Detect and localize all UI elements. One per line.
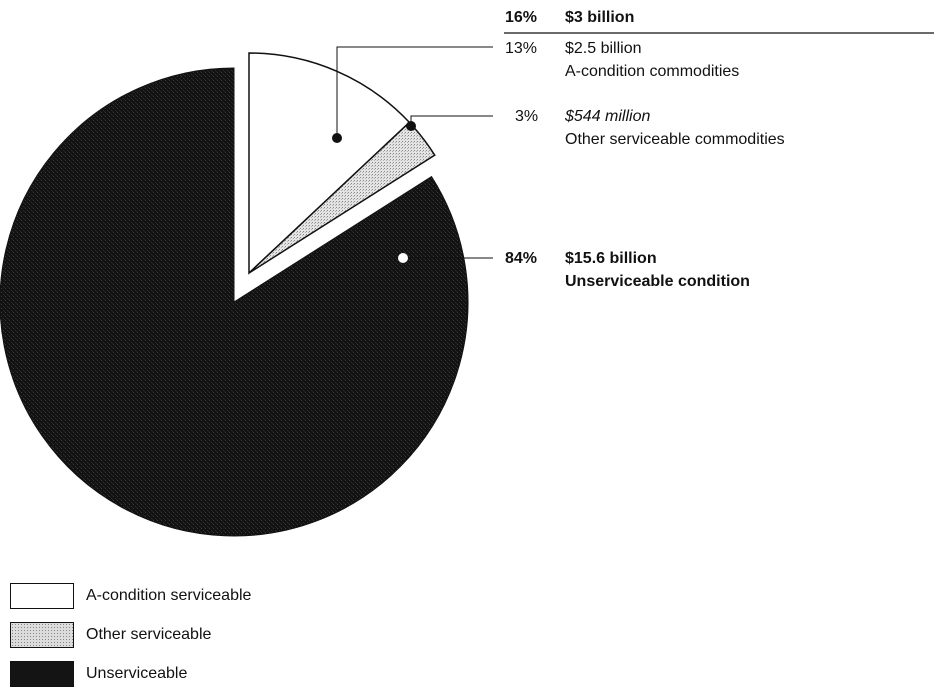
unserviceable-value-label: $15.6 billion — [565, 250, 657, 267]
unserviceable-detail-label: Unserviceable condition — [565, 273, 750, 290]
leader-dot-unserviceable — [398, 253, 408, 263]
legend-label-a-condition: A-condition serviceable — [86, 587, 252, 604]
serviceable-total-value: $3 billion — [565, 9, 634, 26]
legend-item-a-condition: A-condition serviceable — [10, 581, 251, 611]
other-percent-label: 3% — [515, 108, 538, 125]
legend-swatch-other-serviceable — [10, 622, 74, 648]
legend-item-other-serviceable: Other serviceable — [10, 620, 251, 650]
legend-label-other-serviceable: Other serviceable — [86, 626, 212, 643]
leader-line-a-condition — [336, 46, 493, 138]
other-value-label: $544 million — [564, 108, 650, 125]
pie-slice-unserviceable — [0, 67, 469, 537]
legend-item-unserviceable: Unserviceable — [10, 659, 251, 689]
legend: A-condition serviceable Other serviceabl… — [10, 581, 251, 698]
chart-stage: 16% $3 billion 13% $2.5 billion A-condit… — [0, 9, 934, 687]
legend-swatch-a-condition — [10, 583, 74, 609]
pie-chart: 16% $3 billion 13% $2.5 billion A-condit… — [0, 9, 934, 537]
pie-slice-a-condition — [248, 52, 411, 275]
legend-label-unserviceable: Unserviceable — [86, 665, 188, 682]
leader-dot-other — [406, 121, 416, 131]
serviceable-total-percent: 16% — [505, 9, 537, 26]
a-condition-percent-label: 13% — [505, 40, 537, 57]
a-condition-value-label: $2.5 billion — [565, 40, 642, 57]
legend-swatch-unserviceable — [10, 661, 74, 687]
leader-dot-a-condition — [332, 133, 342, 143]
a-condition-detail-label: A-condition commodities — [565, 63, 739, 80]
unserviceable-percent-label: 84% — [505, 250, 537, 267]
other-detail-label: Other serviceable commodities — [565, 131, 785, 148]
leader-line-other — [410, 115, 493, 126]
